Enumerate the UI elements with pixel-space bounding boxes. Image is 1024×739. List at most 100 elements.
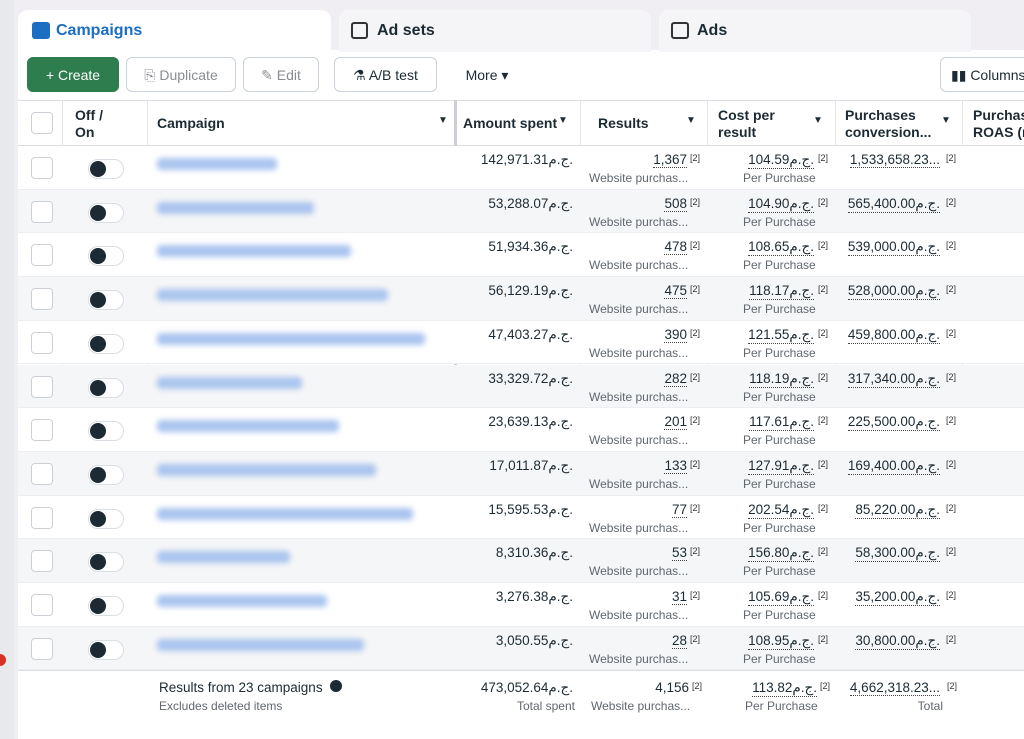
results: 1,367 bbox=[653, 152, 687, 168]
header-cell: Purchases conversion... bbox=[845, 107, 932, 140]
campaign-name-blurred bbox=[157, 595, 327, 607]
campaign-name-blurred bbox=[157, 245, 351, 258]
tab-label: Ad sets bbox=[377, 22, 435, 39]
marker: [2] bbox=[946, 153, 957, 163]
footer-results: 4,156 bbox=[655, 680, 689, 696]
marker: [2] bbox=[947, 681, 958, 692]
tab-label: Ads bbox=[697, 22, 728, 39]
more-button[interactable]: More ▾ bbox=[447, 57, 527, 92]
toggle-knob bbox=[90, 248, 106, 265]
marker: [2] bbox=[690, 284, 701, 295]
footer-row bbox=[18, 670, 1024, 735]
marker: [2] bbox=[690, 415, 701, 426]
cost-sub: Per Purchase bbox=[743, 651, 816, 666]
campaign-name-blurred bbox=[157, 638, 364, 651]
row-checkbox[interactable] bbox=[31, 288, 53, 311]
edit-button[interactable]: ✎ Edit bbox=[243, 57, 319, 92]
conversion-value: 58,300.00ج.م. bbox=[855, 545, 940, 563]
toggle-knob bbox=[90, 423, 106, 440]
conversion-value: 1,533,658.23... bbox=[849, 152, 940, 168]
amount-spent: 15,595.53ج.م. bbox=[488, 501, 573, 517]
campaign-name-blurred bbox=[157, 289, 388, 302]
cost-sub: Per Purchase bbox=[743, 389, 816, 404]
tab-ad-sets[interactable]: Ad sets bbox=[339, 10, 651, 52]
tab-label: Campaigns bbox=[56, 22, 143, 39]
toggle-knob bbox=[90, 641, 106, 658]
create-button[interactable]: + Create bbox=[27, 57, 119, 92]
row-checkbox[interactable] bbox=[31, 419, 53, 442]
conversion-value: 85,220.00ج.م. bbox=[855, 501, 940, 519]
cost-sub: Per Purchase bbox=[743, 608, 816, 622]
amount-spent: 3,050.55ج.م. bbox=[495, 632, 573, 648]
conversion-value: 528,000.00ج.م. bbox=[847, 283, 940, 301]
amount-spent: 142,971.31ج.م. bbox=[480, 152, 573, 167]
cost-sub: Per Purchase bbox=[743, 302, 816, 317]
campaign-name-blurred bbox=[157, 507, 413, 520]
label: Duplicate bbox=[159, 67, 218, 83]
results-sub: Website purchas... bbox=[589, 608, 689, 622]
row-checkbox[interactable] bbox=[31, 200, 53, 223]
marker: [2] bbox=[690, 546, 701, 557]
cost-sub: Per Purchase bbox=[743, 214, 816, 229]
footer-note: Excludes deleted items bbox=[159, 699, 283, 714]
toggle-knob bbox=[90, 510, 106, 527]
cost-sub: Per Purchase bbox=[743, 476, 816, 491]
cost-sub: Per Purchase bbox=[743, 171, 816, 185]
marker: [2] bbox=[946, 458, 957, 469]
footer-amount: 473,052.64ج.م. bbox=[480, 680, 573, 696]
cost-per-result: 118.17ج.م. bbox=[749, 283, 814, 301]
sort-arrow: ▼ bbox=[438, 115, 448, 126]
marker: [2] bbox=[818, 415, 829, 426]
marker: [2] bbox=[946, 502, 957, 513]
conversion-value: 225,500.00ج.م. bbox=[847, 414, 940, 432]
campaign-name-blurred bbox=[157, 332, 425, 345]
cost-sub: Per Purchase bbox=[743, 433, 816, 448]
label: Edit bbox=[276, 67, 301, 83]
sort-arrow: ▼ bbox=[686, 115, 696, 126]
results: 475 bbox=[664, 283, 687, 300]
results: 28 bbox=[671, 632, 687, 649]
results: 53 bbox=[671, 545, 687, 562]
row-checkbox[interactable] bbox=[31, 331, 53, 354]
duplicate-button[interactable]: ⎘ Duplicate bbox=[126, 57, 236, 92]
toggle-knob bbox=[90, 335, 106, 352]
row-checkbox[interactable] bbox=[31, 594, 53, 616]
marker: [2] bbox=[946, 546, 957, 557]
row-checkbox[interactable] bbox=[31, 375, 53, 398]
results-sub: Website purchas... bbox=[589, 302, 689, 317]
amount-spent: 3,276.38ج.م. bbox=[495, 589, 573, 604]
cost-per-result: 202.54ج.م. bbox=[748, 501, 814, 519]
results-sub: Website purchas... bbox=[589, 433, 689, 448]
ab-test-button[interactable]: ⚗ A/B test bbox=[334, 57, 437, 92]
row bbox=[18, 364, 1024, 409]
sidebar bbox=[0, 0, 14, 739]
columns-button[interactable]: ▮▮ Columns bbox=[940, 57, 1024, 92]
cost-per-result: 127.91ج.م. bbox=[748, 457, 814, 475]
sort-arrow: ▼ bbox=[558, 115, 568, 126]
header-checkbox[interactable] bbox=[31, 112, 53, 134]
results: 390 bbox=[664, 326, 687, 343]
sort-arrow: ▼ bbox=[941, 115, 951, 126]
amount-spent: 8,310.36ج.م. bbox=[495, 545, 573, 561]
toggle-knob bbox=[90, 554, 106, 571]
tab-ads[interactable]: Ads bbox=[659, 10, 971, 52]
cost-sub: Per Purchase bbox=[743, 520, 816, 535]
row-checkbox[interactable] bbox=[31, 244, 53, 267]
footer-conversion-sub: Total bbox=[917, 699, 943, 714]
cost-per-result: 108.65ج.م. bbox=[748, 239, 814, 257]
marker: [2] bbox=[946, 415, 957, 426]
row-checkbox[interactable] bbox=[31, 550, 53, 573]
sort-arrow: ▼ bbox=[813, 115, 823, 126]
row-checkbox[interactable] bbox=[31, 637, 53, 660]
tab-campaigns[interactable]: Campaigns bbox=[18, 10, 331, 52]
header-cell: Off / On bbox=[75, 107, 103, 140]
row-checkbox[interactable] bbox=[31, 462, 53, 485]
results-sub: Website purchas... bbox=[589, 258, 689, 273]
footer-cost-sub: Per Purchase bbox=[745, 699, 818, 714]
row-checkbox[interactable] bbox=[31, 506, 53, 529]
row-checkbox[interactable] bbox=[31, 157, 53, 179]
marker: [2] bbox=[818, 590, 829, 600]
amount-spent: 33,329.72ج.م. bbox=[488, 370, 573, 386]
marker: [2] bbox=[690, 458, 701, 469]
